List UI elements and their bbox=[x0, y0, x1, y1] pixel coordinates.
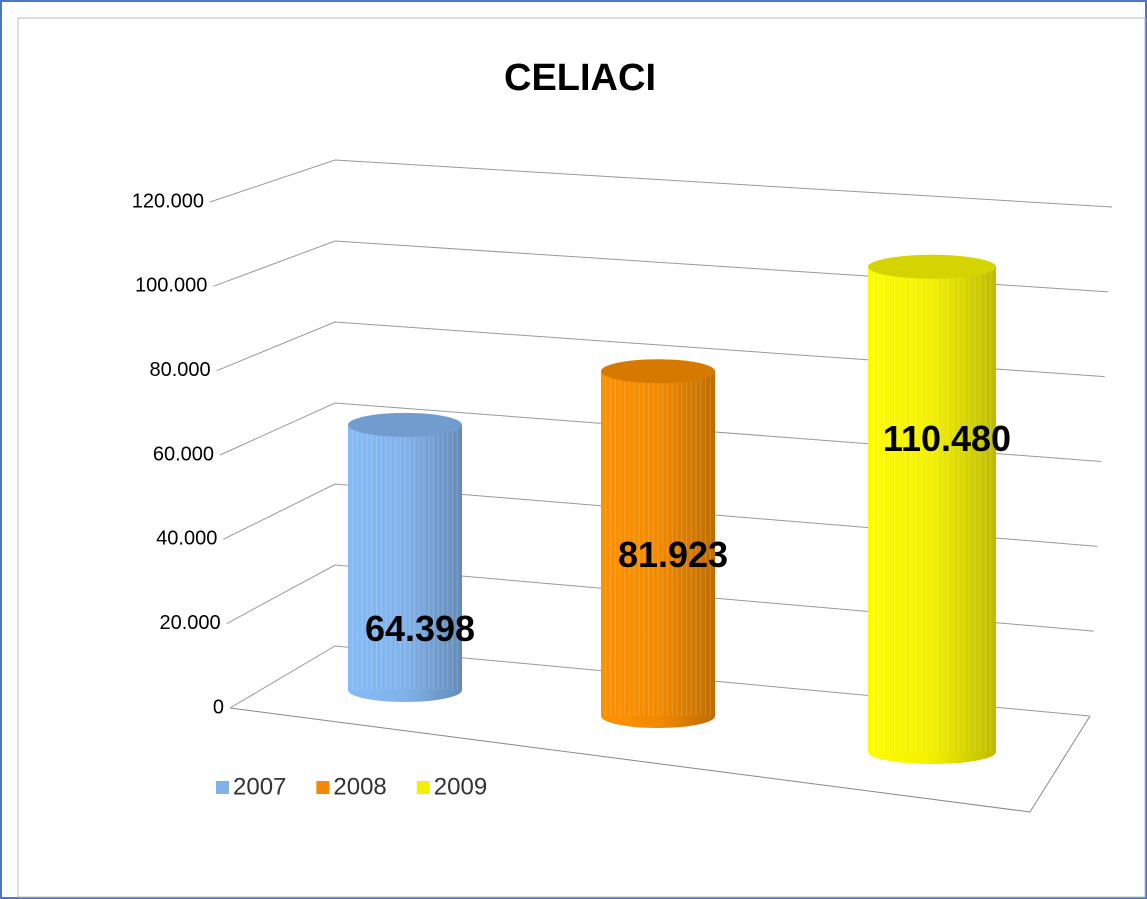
cylinder bbox=[601, 359, 715, 728]
grid-line bbox=[209, 159, 1113, 208]
chart-title: CELIACI bbox=[504, 57, 656, 99]
legend-label: 2008 bbox=[333, 773, 386, 800]
legend-swatch bbox=[216, 781, 229, 794]
grid-line bbox=[226, 564, 1094, 632]
legend-swatch bbox=[316, 781, 330, 794]
y-tick-label: 0 bbox=[213, 696, 224, 718]
y-tick-label: 20.000 bbox=[159, 612, 220, 634]
cylinder bbox=[348, 412, 462, 702]
grid-line bbox=[216, 321, 1105, 378]
y-tick-label: 60.000 bbox=[153, 443, 214, 465]
grid-line bbox=[229, 645, 1091, 717]
y-tick-label: 120.000 bbox=[132, 190, 204, 212]
value-label: 64.398 bbox=[365, 608, 475, 649]
floor-edge bbox=[229, 707, 1091, 813]
cylinder-top bbox=[868, 254, 996, 279]
legend-label: 2009 bbox=[434, 773, 487, 800]
grid-line bbox=[219, 402, 1102, 462]
cylinder bbox=[868, 254, 996, 764]
cylinder-top bbox=[601, 359, 715, 384]
legend-label: 2007 bbox=[233, 773, 286, 800]
value-label: 81.923 bbox=[618, 534, 728, 575]
value-label: 110.480 bbox=[883, 418, 1011, 459]
grid-line bbox=[213, 240, 1109, 293]
legend-swatch bbox=[416, 781, 430, 794]
grid-line bbox=[223, 483, 1098, 547]
y-tick-label: 40.000 bbox=[156, 528, 217, 550]
cylinder-body bbox=[348, 424, 462, 690]
cylinder-top bbox=[348, 412, 462, 437]
y-tick-label: 100.000 bbox=[135, 275, 207, 297]
cylinder-body bbox=[868, 266, 996, 752]
y-tick-label: 80.000 bbox=[149, 359, 210, 381]
cylinder-body bbox=[601, 371, 715, 716]
